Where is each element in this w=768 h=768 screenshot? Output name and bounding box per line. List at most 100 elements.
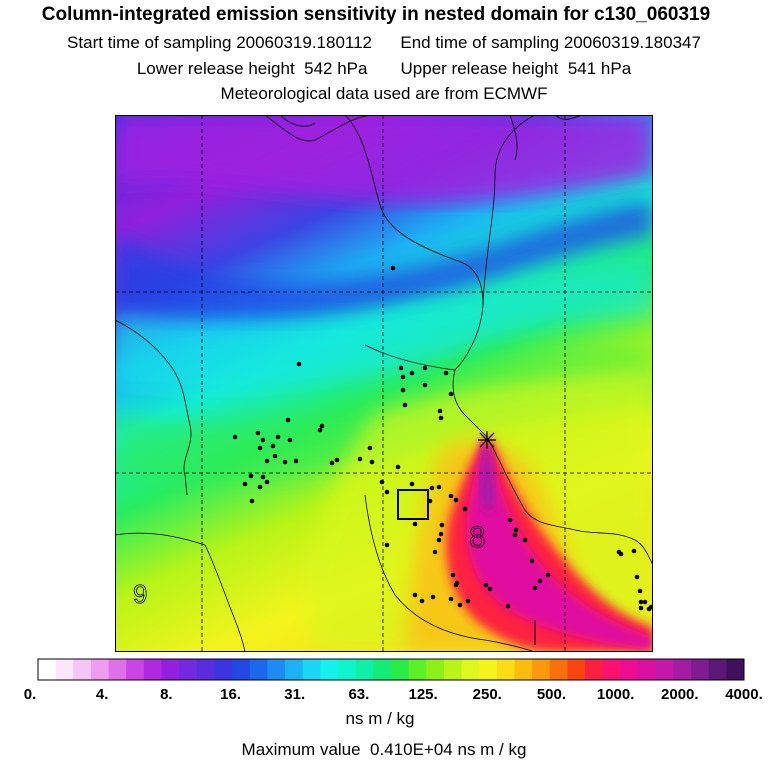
station-marker bbox=[631, 548, 637, 554]
station-marker bbox=[465, 598, 471, 604]
station-marker bbox=[257, 484, 263, 490]
station-marker bbox=[522, 537, 528, 543]
legend-swatch bbox=[514, 659, 533, 680]
station-marker bbox=[357, 456, 363, 462]
legend-swatch bbox=[285, 659, 304, 680]
high-latitude-low-band bbox=[115, 115, 653, 204]
lower-height-label: Lower release height bbox=[136, 59, 295, 78]
station-marker bbox=[390, 265, 396, 271]
legend-tick-label: 8. bbox=[160, 686, 173, 703]
legend-swatch bbox=[108, 659, 127, 680]
lower-height-value: 542 hPa bbox=[304, 59, 368, 78]
cyan-band bbox=[115, 260, 653, 392]
station-markers bbox=[232, 265, 653, 612]
station-marker bbox=[438, 531, 444, 537]
legend-swatch bbox=[655, 659, 674, 680]
legend-color-bar bbox=[38, 659, 745, 680]
legend-tick-labels: 0. 4. 8. 16. 31. 63. 125. 250. 500. 1000. 2000. 400… bbox=[24, 686, 763, 703]
legend-swatch bbox=[302, 659, 321, 680]
station-marker bbox=[334, 457, 340, 463]
sensitivity-plume-peak bbox=[480, 440, 495, 511]
station-marker bbox=[448, 493, 454, 499]
station-marker bbox=[287, 437, 293, 443]
station-marker bbox=[260, 437, 266, 443]
start-time-label: Start time of sampling bbox=[67, 33, 232, 52]
station-marker bbox=[532, 585, 538, 591]
legend-swatch bbox=[408, 659, 427, 680]
station-marker bbox=[400, 387, 406, 393]
station-marker bbox=[282, 459, 288, 465]
station-marker bbox=[529, 558, 535, 564]
legend-swatch bbox=[267, 659, 286, 680]
lat-lon-grid bbox=[115, 115, 653, 652]
station-marker bbox=[648, 604, 653, 610]
legend-swatch bbox=[708, 659, 727, 680]
legend-tick-label: 500. bbox=[537, 686, 566, 703]
legend-swatch bbox=[691, 659, 710, 680]
station-marker bbox=[537, 578, 543, 584]
cluster-label-8: 8 bbox=[469, 521, 486, 554]
station-marker bbox=[638, 605, 644, 611]
legend-swatch bbox=[55, 659, 74, 680]
station-marker bbox=[248, 473, 254, 479]
legend-tick-label: 125. bbox=[408, 686, 437, 703]
receptor-star-marker bbox=[478, 431, 496, 449]
station-marker bbox=[270, 443, 276, 449]
station-marker bbox=[422, 382, 428, 388]
station-marker bbox=[419, 598, 425, 604]
station-marker bbox=[257, 445, 263, 451]
station-marker bbox=[232, 434, 238, 440]
max-value-value: 0.410E+04 ns m / kg bbox=[370, 740, 526, 759]
legend-swatch bbox=[585, 659, 604, 680]
station-marker bbox=[505, 603, 511, 609]
release-height-line: Lower release height 542 hPa Upper relea… bbox=[0, 59, 768, 79]
station-marker bbox=[275, 434, 281, 440]
station-marker bbox=[319, 423, 325, 429]
legend-swatch bbox=[196, 659, 215, 680]
station-marker bbox=[437, 408, 443, 414]
station-marker bbox=[439, 522, 445, 528]
legend-tick-label: 2000. bbox=[661, 686, 699, 703]
legend-swatch bbox=[479, 659, 498, 680]
station-marker bbox=[453, 497, 459, 503]
station-marker bbox=[637, 588, 643, 594]
station-marker bbox=[272, 453, 278, 459]
legend-swatch bbox=[602, 659, 621, 680]
legend-tick-label: 1000. bbox=[597, 686, 635, 703]
station-marker bbox=[379, 479, 385, 485]
max-value-label: Maximum value bbox=[242, 740, 361, 759]
station-marker bbox=[264, 479, 270, 485]
legend-swatch bbox=[90, 659, 110, 680]
legend-swatch bbox=[673, 659, 692, 680]
legend-swatch bbox=[73, 659, 92, 680]
legend-tick-label: 16. bbox=[220, 686, 241, 703]
legend-tick-label: 250. bbox=[473, 686, 502, 703]
station-marker bbox=[329, 460, 335, 466]
station-marker bbox=[448, 596, 454, 602]
legend-swatch bbox=[461, 659, 480, 680]
station-marker bbox=[448, 391, 454, 397]
upper-height-label: Upper release height bbox=[400, 59, 559, 78]
map-frame bbox=[115, 115, 653, 652]
legend-swatch bbox=[496, 659, 516, 680]
station-marker bbox=[457, 602, 463, 608]
station-marker bbox=[260, 474, 266, 480]
sensitivity-map: 9 8 bbox=[115, 115, 653, 652]
station-marker bbox=[438, 415, 444, 421]
sampling-time-line: Start time of sampling 20060319.180112 E… bbox=[0, 33, 768, 53]
station-marker bbox=[395, 464, 401, 470]
legend-swatch bbox=[373, 659, 392, 680]
legend-swatch bbox=[726, 659, 745, 680]
legend-swatch bbox=[38, 659, 57, 680]
station-marker bbox=[242, 481, 248, 487]
station-marker bbox=[436, 537, 442, 543]
station-marker bbox=[367, 445, 373, 451]
legend-swatch bbox=[338, 659, 357, 680]
end-time-label: End time of sampling bbox=[400, 33, 560, 52]
max-value-line: Maximum value 0.410E+04 ns m / kg bbox=[242, 740, 527, 759]
station-marker bbox=[507, 517, 513, 523]
legend-swatch bbox=[232, 659, 251, 680]
station-marker bbox=[384, 542, 390, 548]
station-marker bbox=[429, 485, 435, 491]
legend-swatch bbox=[443, 659, 463, 680]
